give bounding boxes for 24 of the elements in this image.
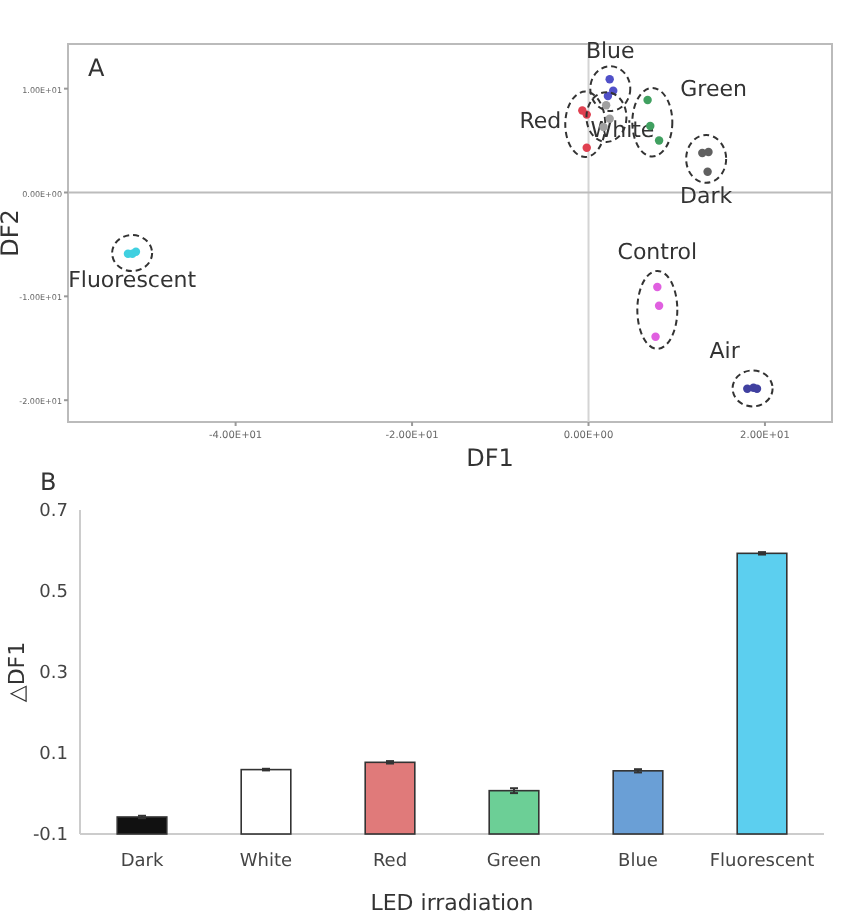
- series-label: Blue: [585, 38, 636, 65]
- y-tick-label: -0.1: [32, 826, 68, 846]
- x-axis-title: LED irradiation: [370, 890, 534, 916]
- series-label: Red: [519, 108, 562, 135]
- text: B: [40, 468, 57, 496]
- y-axis-title: DF2: [0, 209, 24, 257]
- series-label: Fluorescent: [68, 267, 198, 294]
- x-tick-label: White: [239, 852, 294, 872]
- x-axis-title: DF1: [466, 444, 514, 472]
- series-label: Green: [680, 75, 747, 102]
- x-tick-label: Blue: [618, 852, 659, 872]
- series-label: Control: [617, 238, 698, 265]
- y-tick-label: 0.7: [39, 502, 68, 522]
- annotation: A: [88, 54, 106, 82]
- y-tick-label: 0.3: [39, 664, 68, 684]
- x-tick-label: Fluorescent: [709, 852, 816, 872]
- y-tick-label: 0.1: [39, 745, 68, 765]
- series-label: Dark: [680, 182, 734, 209]
- x-tick-label: Green: [486, 852, 542, 872]
- x-tick-label: Red: [372, 852, 408, 872]
- y-tick-label: 0.5: [39, 583, 68, 603]
- series-label: Air: [709, 338, 741, 365]
- x-tick-label: Dark: [120, 852, 165, 872]
- y-axis-title: △DF1: [4, 641, 30, 703]
